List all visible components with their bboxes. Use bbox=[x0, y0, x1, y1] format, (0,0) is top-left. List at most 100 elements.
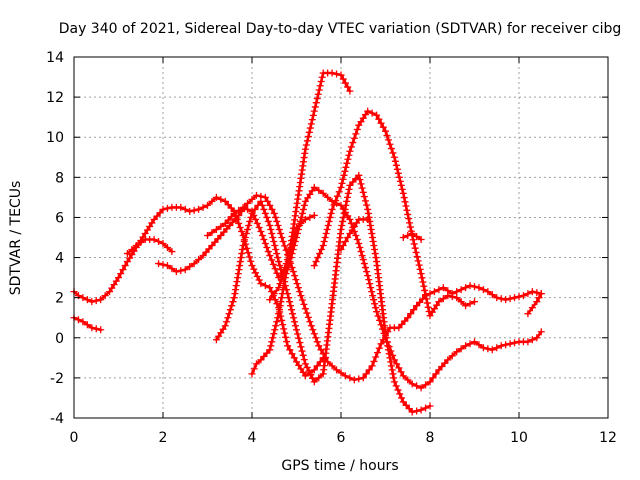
data-marker bbox=[268, 256, 276, 264]
data-marker bbox=[368, 288, 376, 296]
data-marker bbox=[327, 209, 335, 217]
data-marker bbox=[244, 249, 252, 257]
data-marker bbox=[393, 360, 401, 368]
data-marker bbox=[269, 334, 277, 342]
data-marker bbox=[422, 291, 430, 299]
data-marker bbox=[396, 390, 404, 398]
data-marker bbox=[457, 345, 465, 353]
data-marker bbox=[316, 82, 324, 90]
data-marker bbox=[338, 221, 346, 229]
data-marker bbox=[400, 194, 408, 202]
data-marker bbox=[339, 205, 347, 213]
data-point bbox=[528, 288, 536, 296]
data-marker bbox=[420, 282, 428, 290]
data-point bbox=[426, 378, 434, 386]
data-marker bbox=[353, 126, 361, 134]
data-marker bbox=[386, 140, 394, 148]
data-marker bbox=[377, 321, 385, 329]
data-marker bbox=[423, 299, 431, 307]
data-point bbox=[355, 171, 363, 179]
data-marker bbox=[347, 143, 355, 151]
data-marker bbox=[298, 296, 306, 304]
data-marker bbox=[263, 244, 271, 252]
data-marker bbox=[236, 258, 244, 266]
data-marker bbox=[308, 116, 316, 124]
data-point bbox=[533, 298, 541, 306]
data-marker bbox=[242, 229, 250, 237]
data-marker bbox=[333, 70, 341, 78]
data-marker bbox=[313, 338, 321, 346]
data-marker bbox=[301, 305, 309, 313]
data-marker bbox=[302, 141, 310, 149]
data-marker bbox=[412, 248, 420, 256]
axis-ticks: 0 2 4 6 8 10 12 -4 -2 0 2 4 6 8 10 12 14 bbox=[46, 50, 617, 446]
data-point bbox=[186, 207, 194, 215]
data-marker bbox=[421, 286, 429, 294]
data-marker bbox=[195, 256, 203, 264]
data-point bbox=[524, 310, 532, 318]
data-point bbox=[506, 340, 514, 348]
data-point bbox=[457, 286, 465, 294]
data-marker bbox=[424, 303, 432, 311]
data-marker bbox=[315, 186, 323, 194]
data-point bbox=[239, 242, 247, 250]
data-marker bbox=[268, 338, 276, 346]
data-marker bbox=[497, 295, 505, 303]
data-marker bbox=[311, 103, 319, 111]
data-point bbox=[462, 342, 470, 350]
data-marker bbox=[287, 302, 295, 310]
data-point bbox=[444, 356, 452, 364]
data-marker bbox=[326, 213, 334, 221]
y-tick-label: 2 bbox=[55, 291, 64, 307]
data-marker bbox=[277, 298, 285, 306]
data-point bbox=[301, 145, 309, 153]
series-arc-3 bbox=[123, 236, 176, 258]
data-point bbox=[377, 340, 385, 348]
data-point bbox=[79, 318, 87, 326]
data-point bbox=[497, 342, 505, 350]
data-marker bbox=[379, 325, 387, 333]
data-marker bbox=[366, 221, 374, 229]
data-marker bbox=[119, 266, 127, 274]
data-marker bbox=[397, 181, 405, 189]
data-point bbox=[310, 211, 318, 219]
data-marker bbox=[286, 248, 294, 256]
data-point bbox=[310, 183, 318, 191]
data-marker bbox=[235, 266, 243, 274]
data-point bbox=[346, 147, 354, 155]
data-marker bbox=[339, 75, 347, 83]
data-marker bbox=[288, 240, 296, 248]
data-marker bbox=[290, 354, 298, 362]
data-marker bbox=[295, 334, 303, 342]
data-marker bbox=[270, 330, 278, 338]
data-marker bbox=[343, 159, 351, 167]
data-point bbox=[181, 266, 189, 274]
data-marker bbox=[373, 349, 381, 357]
data-marker bbox=[290, 231, 298, 239]
data-point bbox=[364, 205, 372, 213]
data-point bbox=[301, 197, 309, 205]
data-point bbox=[453, 294, 461, 302]
data-marker bbox=[394, 169, 402, 177]
data-marker bbox=[413, 232, 421, 240]
x-tick-label: 12 bbox=[599, 430, 617, 446]
data-marker bbox=[277, 229, 285, 237]
data-marker bbox=[294, 330, 302, 338]
data-marker bbox=[370, 357, 378, 365]
data-point bbox=[524, 338, 532, 346]
data-marker bbox=[479, 286, 487, 294]
data-marker bbox=[428, 308, 436, 316]
data-marker bbox=[339, 175, 347, 183]
data-marker bbox=[355, 375, 363, 383]
data-marker bbox=[282, 260, 290, 268]
data-marker bbox=[435, 286, 443, 294]
data-marker bbox=[317, 246, 325, 254]
data-marker bbox=[163, 244, 171, 252]
data-marker bbox=[238, 246, 246, 254]
data-point bbox=[475, 284, 483, 292]
data-marker bbox=[241, 234, 249, 241]
data-marker bbox=[406, 223, 414, 231]
data-point bbox=[168, 248, 176, 256]
data-marker bbox=[422, 381, 430, 389]
data-marker bbox=[304, 313, 312, 321]
